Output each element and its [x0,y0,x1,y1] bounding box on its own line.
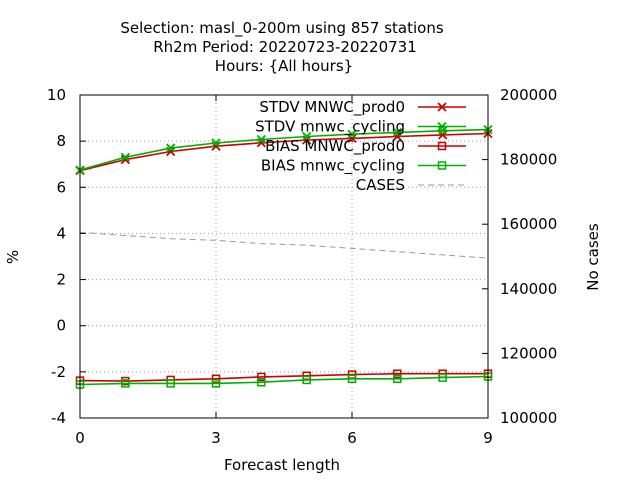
series-3-point-4 [257,377,266,387]
x-axis-label: Forecast length [224,456,340,474]
y2-tick-label-1: 120000 [500,344,557,362]
legend-label-2: BIAS MNWC_prod0 [265,137,405,156]
y-tick-label-2: 0 [56,317,66,335]
legend-label-3: BIAS mnwc_cycling [261,157,405,176]
series-1-point-6 [347,129,357,139]
y2-tick-label-2: 140000 [500,280,557,298]
series-1-point-7 [392,127,402,138]
chart-title: Selection: masl_0-200m using 857 station… [120,19,444,75]
x-tick-label-1: 3 [211,429,221,447]
legend-marker-2 [437,141,447,151]
y2-tick-label-4: 180000 [500,151,557,169]
series-1-point-3 [211,138,221,148]
title-line-3: Hours: {All hours} [215,57,353,75]
y-tick-label-0: -4 [51,409,66,427]
y-axis-label: % [4,250,22,264]
series-2-point-7 [393,369,402,378]
legend-label-0: STDV MNWC_prod0 [259,98,405,117]
y-tick-label-7: 10 [47,86,66,104]
series-line-0 [79,132,489,172]
x-tick-label-2: 6 [347,429,357,447]
legend-label-1: STDV mnwc_cycling [255,118,405,137]
y-tick-label-1: -2 [51,363,66,381]
series-3-point-8 [438,373,447,382]
series-3-point-5 [302,375,311,385]
series-1-point-2 [166,143,176,153]
y2-tick-label-5: 200000 [500,86,557,104]
series-1-point-4 [256,134,266,145]
x-tick-label-0: 0 [75,429,85,447]
y2-tick-label-3: 160000 [500,215,557,233]
series-2-point-4 [257,372,266,382]
series-2-point-3 [211,374,221,384]
legend-marker-0 [437,102,447,112]
series-4 [79,231,489,259]
series-3-point-1 [121,379,130,388]
tick-labels: 0 3 6 9 -4 -2 0 2 4 6 8 10 100000 120000 140000 160000 1… [47,86,557,447]
series-line-3 [79,375,489,386]
series-3-point-7 [393,374,402,384]
series-line-4 [79,231,489,259]
legend-marker-1 [437,121,447,132]
series-3-point-2 [166,379,175,388]
title-line-1: Selection: masl_0-200m using 857 station… [120,19,444,38]
y-tick-label-4: 4 [56,224,66,242]
plot-frame [79,94,489,419]
series-3-point-3 [211,379,221,388]
legend-marker-3 [437,161,447,170]
legend-label-4: CASES [356,176,405,194]
y2-tick-label-0: 100000 [500,409,557,427]
series-1-point-1 [120,152,130,162]
series-3-point-6 [347,374,357,384]
series-1-point-5 [302,131,312,142]
y-tick-label-6: 8 [56,132,66,150]
x-tick-label-3: 9 [483,429,493,447]
y-tick-label-3: 2 [56,271,66,289]
series-line-1 [79,128,489,171]
y-tick-label-5: 6 [56,178,66,196]
title-line-2: Rh2m Period: 20220723-20220731 [153,38,417,56]
y2-axis-label: No cases [584,223,602,291]
series-line-2 [79,372,488,382]
series-layer [75,124,493,389]
